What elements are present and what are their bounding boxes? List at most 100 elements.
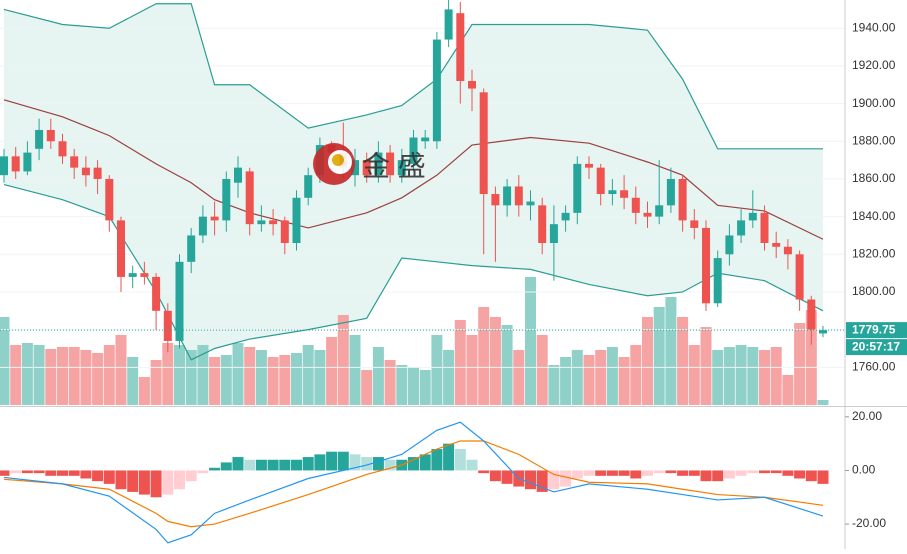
histogram-bar bbox=[150, 470, 162, 498]
histogram-bar bbox=[642, 470, 653, 476]
y-tick-label: 1920.00 bbox=[852, 58, 896, 72]
histogram-bar bbox=[302, 457, 314, 471]
candle-body bbox=[503, 186, 512, 206]
histogram-bar bbox=[431, 449, 443, 471]
volume-bar bbox=[489, 317, 501, 405]
histogram-bar bbox=[466, 459, 478, 471]
candle-body bbox=[11, 156, 20, 172]
countdown-tag bbox=[846, 339, 907, 356]
candle-body bbox=[46, 129, 55, 142]
macd-line bbox=[3, 421, 824, 544]
y-tick-label: 1900.00 bbox=[852, 96, 896, 110]
candle-body bbox=[585, 163, 593, 168]
y-tick-label: 1840.00 bbox=[852, 209, 896, 223]
histogram-bar bbox=[548, 470, 560, 490]
histogram-bar bbox=[794, 470, 806, 479]
y-tick-label: 1760.00 bbox=[852, 359, 896, 373]
volume-bar bbox=[197, 345, 209, 405]
histogram-bar bbox=[770, 470, 782, 474]
histogram-bar bbox=[314, 454, 326, 471]
candle-body bbox=[386, 152, 395, 176]
candle-body bbox=[491, 194, 500, 206]
histogram-bar bbox=[279, 459, 291, 471]
histogram-bar bbox=[174, 470, 185, 490]
candle-body bbox=[549, 224, 558, 243]
candle-body bbox=[538, 205, 547, 243]
histogram-bar bbox=[618, 470, 630, 476]
y2-tick-label: 0.00 bbox=[852, 463, 876, 477]
volume-bar bbox=[665, 297, 677, 405]
candle-body bbox=[187, 235, 196, 262]
candle-body bbox=[397, 160, 406, 176]
axis: 1760.001780.001800.001820.001840.001860.… bbox=[845, 20, 907, 530]
volume-bar bbox=[606, 347, 618, 405]
volume-bar bbox=[174, 345, 185, 405]
candle-body bbox=[210, 216, 219, 221]
histogram-bar bbox=[45, 470, 57, 476]
histogram-bar bbox=[220, 462, 232, 471]
candle-body bbox=[128, 273, 137, 277]
candle-body bbox=[643, 212, 652, 217]
candle-body bbox=[772, 243, 781, 247]
logo bbox=[332, 154, 344, 166]
volume-bar bbox=[443, 350, 455, 405]
histogram-bar bbox=[255, 459, 267, 471]
volume-bar bbox=[735, 345, 747, 405]
histogram-bar bbox=[817, 470, 829, 484]
y-tick-label: 1940.00 bbox=[852, 20, 896, 34]
candle-body bbox=[304, 175, 313, 198]
histogram-bar bbox=[244, 459, 256, 471]
volume-bar bbox=[10, 345, 22, 405]
watermark: 金 盛 bbox=[313, 143, 426, 185]
histogram-bar bbox=[630, 470, 642, 479]
histogram-bar bbox=[68, 470, 80, 476]
histogram-bar bbox=[525, 470, 536, 490]
histogram-bar bbox=[454, 449, 466, 471]
countdown-label: 20:57:17 bbox=[852, 339, 900, 353]
volume-bar bbox=[747, 347, 759, 405]
histogram-bar bbox=[443, 443, 455, 471]
volume-bar bbox=[255, 350, 267, 405]
candle-body bbox=[222, 178, 231, 221]
histogram-bar bbox=[127, 470, 139, 492]
watermark-text: 金 盛 bbox=[362, 150, 426, 181]
candle-body bbox=[269, 220, 278, 225]
candle-body bbox=[655, 205, 664, 217]
candle-body bbox=[35, 129, 44, 149]
volume-bar bbox=[244, 347, 256, 405]
y2-tick-label: 20.00 bbox=[852, 409, 882, 423]
candle-body bbox=[620, 190, 629, 198]
band-fill bbox=[4, 3, 823, 360]
volume-bar bbox=[0, 317, 10, 405]
candle-body bbox=[105, 178, 114, 221]
volume-bar bbox=[408, 367, 419, 405]
last-price-label: 1779.75 bbox=[852, 322, 896, 336]
candle-body bbox=[23, 152, 32, 172]
volume-bar bbox=[431, 335, 443, 405]
histogram-bar bbox=[677, 470, 689, 476]
volume-bar bbox=[150, 360, 162, 405]
histogram-bar bbox=[583, 470, 595, 476]
histogram-bar bbox=[700, 470, 712, 482]
volume-bar bbox=[103, 345, 115, 405]
candle-body bbox=[432, 39, 441, 142]
candle-body bbox=[479, 92, 488, 195]
histogram-bar bbox=[408, 457, 419, 471]
volume-bar bbox=[595, 350, 607, 405]
volume-bar bbox=[92, 353, 104, 405]
candle-body bbox=[456, 13, 465, 81]
histogram-bar bbox=[688, 470, 700, 476]
band-upper bbox=[3, 3, 823, 150]
volume-bar bbox=[337, 315, 349, 405]
volume-bar bbox=[232, 343, 244, 405]
candle-body bbox=[81, 167, 90, 176]
candle-body bbox=[713, 258, 722, 304]
last-price-tag bbox=[846, 322, 907, 339]
volume-bar bbox=[291, 353, 302, 405]
histogram-bar bbox=[267, 459, 279, 471]
candle-body bbox=[140, 273, 149, 277]
histogram-bar bbox=[653, 470, 665, 474]
histogram-bar bbox=[419, 454, 431, 471]
histogram-bar bbox=[735, 470, 747, 476]
